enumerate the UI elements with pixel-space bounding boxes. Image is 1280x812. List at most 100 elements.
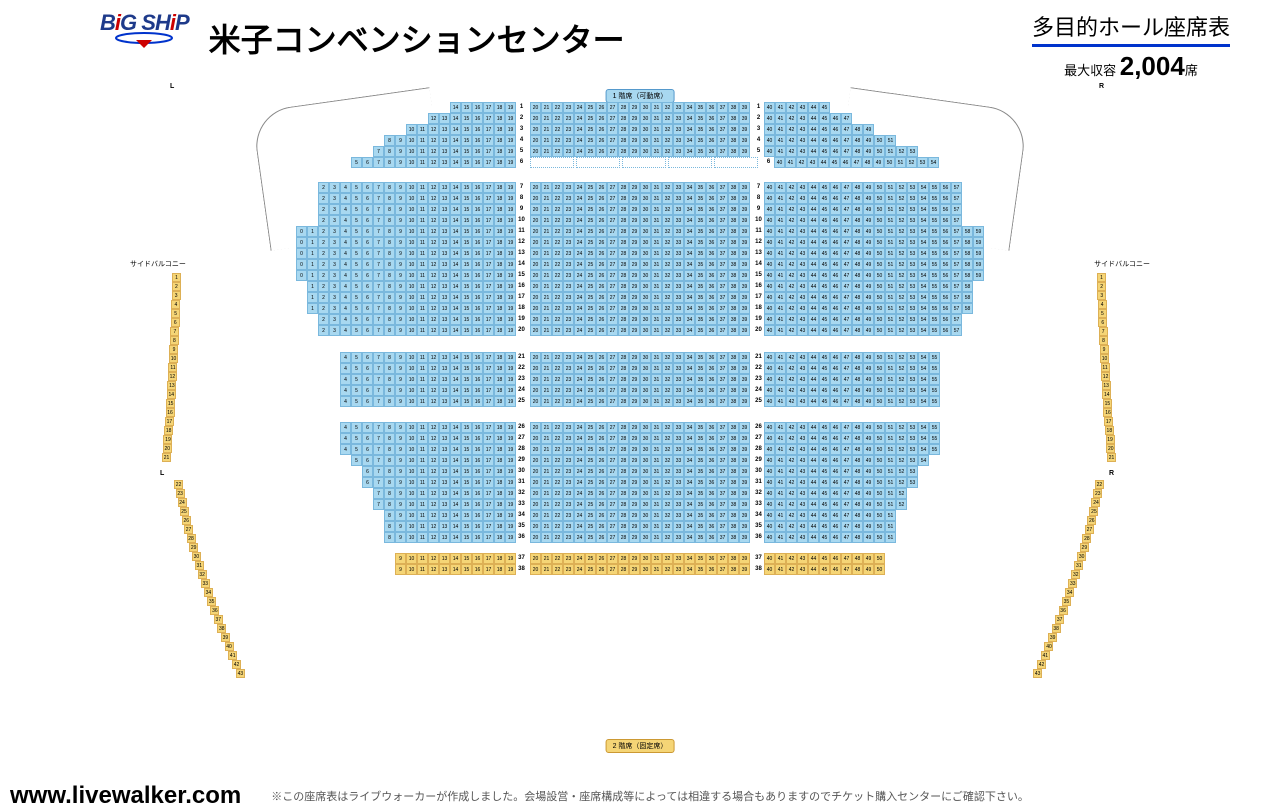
seat: 11: [417, 270, 428, 281]
seat: 22: [552, 215, 563, 226]
seat: 15: [461, 237, 472, 248]
seat: 2: [318, 281, 329, 292]
row-label: 31: [753, 477, 764, 488]
seat: 28: [618, 499, 629, 510]
seat: 41: [775, 135, 786, 146]
seat: 21: [541, 433, 552, 444]
seat: 54: [918, 325, 929, 336]
seat: 18: [494, 385, 505, 396]
seat: 18: [494, 374, 505, 385]
seat: 10: [406, 488, 417, 499]
seat: 31: [651, 248, 662, 259]
seat: 41: [775, 248, 786, 259]
seat: 14: [450, 444, 461, 455]
seat: 2: [318, 193, 329, 204]
seat: 13: [439, 499, 450, 510]
seat: 42: [786, 352, 797, 363]
seat: 13: [439, 444, 450, 455]
seat: 51: [885, 477, 896, 488]
seat: 40: [764, 270, 775, 281]
seat: 48: [852, 422, 863, 433]
seat: 0: [296, 226, 307, 237]
seat: 28: [618, 564, 629, 575]
seat: 6: [362, 226, 373, 237]
seat: 36: [706, 564, 717, 575]
row-label: 8: [516, 193, 527, 204]
seat: 5: [1098, 309, 1107, 318]
row-label: 12: [753, 237, 764, 248]
seat: 48: [852, 303, 863, 314]
seat: 55: [929, 259, 940, 270]
seat: 13: [439, 553, 450, 564]
seat: 22: [1095, 480, 1104, 489]
seat: 56: [940, 193, 951, 204]
seat: 46: [830, 193, 841, 204]
seat: 10: [406, 477, 417, 488]
seat: 20: [530, 466, 541, 477]
seat: 26: [596, 396, 607, 407]
seat: 19: [505, 193, 516, 204]
seat: 40: [764, 146, 775, 157]
seat: 31: [651, 314, 662, 325]
seat: 37: [717, 259, 728, 270]
seat: 5: [351, 204, 362, 215]
seat: 19: [505, 113, 516, 124]
seat: 48: [852, 292, 863, 303]
seat: 32: [662, 281, 673, 292]
seat: 21: [541, 146, 552, 157]
seat: 43: [797, 455, 808, 466]
seat: 45: [819, 510, 830, 521]
seat: 20: [530, 281, 541, 292]
seat: 42: [786, 521, 797, 532]
seat: 34: [684, 521, 695, 532]
seat: 15: [461, 102, 472, 113]
seat: 49: [863, 477, 874, 488]
seat: 33: [673, 363, 684, 374]
seat: 32: [662, 259, 673, 270]
seat: 39: [739, 182, 750, 193]
logo: BiG SHiP: [100, 10, 189, 50]
seat: 4: [340, 325, 351, 336]
seat: 52: [896, 444, 907, 455]
seat: 16: [472, 226, 483, 237]
seat: 29: [629, 281, 640, 292]
seat: 14: [450, 455, 461, 466]
seat: 59: [973, 270, 984, 281]
seat: 27: [1085, 525, 1094, 534]
seat: 51: [885, 325, 896, 336]
seat: 34: [684, 477, 695, 488]
seat: 24: [178, 498, 187, 507]
seat: 35: [695, 396, 706, 407]
seat: 45: [819, 281, 830, 292]
seat: 4: [340, 281, 351, 292]
balcony-marker-lower-left: L: [160, 470, 164, 477]
seat: 34: [684, 433, 695, 444]
seat: 40: [764, 215, 775, 226]
seat: 6: [362, 433, 373, 444]
seat: 22: [552, 352, 563, 363]
seat: 21: [541, 466, 552, 477]
seat: 46: [840, 157, 851, 168]
seat: 11: [417, 314, 428, 325]
seat: 4: [340, 270, 351, 281]
seat: 43: [797, 124, 808, 135]
seat: 45: [819, 477, 830, 488]
seat: 37: [717, 455, 728, 466]
seat: 28: [618, 455, 629, 466]
seat: 43: [797, 303, 808, 314]
seat: 39: [739, 270, 750, 281]
seat: 35: [695, 499, 706, 510]
seat: 10: [406, 226, 417, 237]
seat: 10: [406, 396, 417, 407]
seat: 49: [863, 553, 874, 564]
seat: 24: [574, 135, 585, 146]
seat: 46: [830, 146, 841, 157]
seat: 48: [852, 182, 863, 193]
seat: 32: [662, 422, 673, 433]
seat: 13: [439, 477, 450, 488]
seat: 15: [461, 466, 472, 477]
row-label: 28: [753, 444, 764, 455]
seat: 53: [907, 226, 918, 237]
seat: 23: [563, 259, 574, 270]
seat: 45: [819, 396, 830, 407]
